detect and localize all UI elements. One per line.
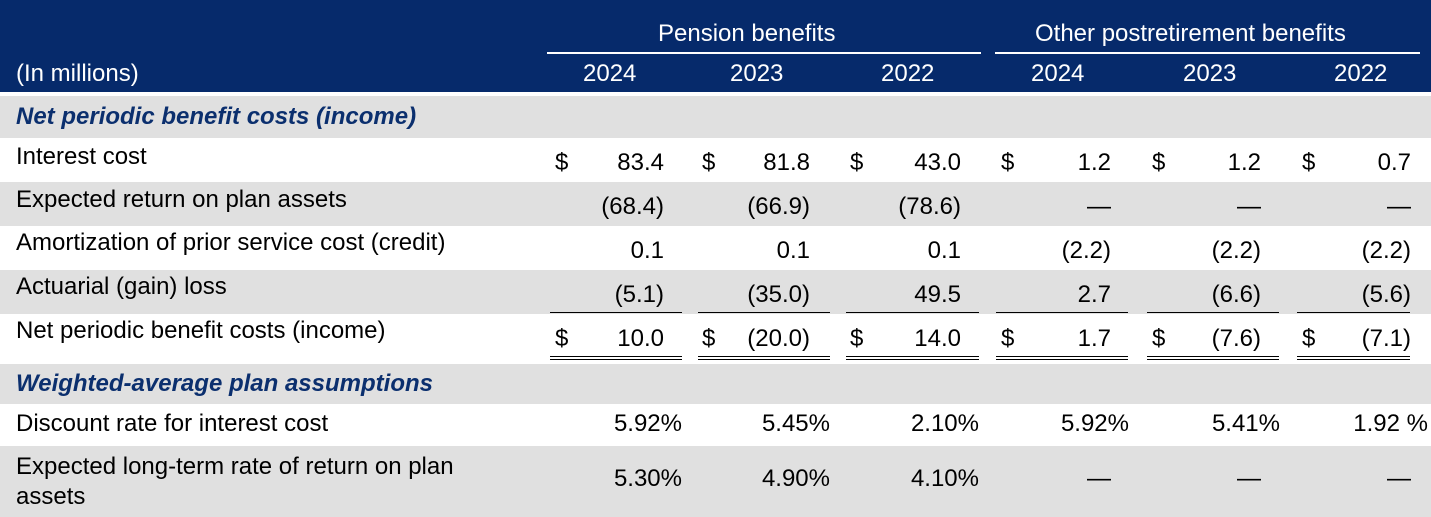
- value-cell: 1.2: [1227, 149, 1261, 176]
- value-cell: 43.0: [914, 149, 961, 176]
- currency-symbol: $: [850, 149, 864, 176]
- value-cell: 5.92%: [613, 410, 682, 437]
- table-row: Actuarial (gain) loss (5.1) (35.0) 49.5 …: [0, 270, 1431, 314]
- value-cell: 83.4: [617, 149, 664, 176]
- value-cell: —: [1387, 193, 1411, 220]
- table-row: Expected return on plan assets (68.4) (6…: [0, 182, 1431, 226]
- value-cell: 0.1: [927, 237, 961, 264]
- currency-symbol: $: [850, 325, 864, 352]
- value-cell: —: [1387, 465, 1411, 492]
- value-cell: 49.5: [914, 281, 961, 308]
- group-rule-pension: [547, 52, 981, 54]
- value-cell: (78.6): [898, 193, 961, 220]
- value-cell: 14.0: [914, 325, 961, 352]
- value-cell: 0.7: [1377, 149, 1411, 176]
- value-cell: (35.0): [747, 281, 810, 308]
- value-cell: (68.4): [601, 193, 664, 220]
- subtotal-underline: [698, 312, 830, 313]
- currency-symbol: $: [555, 325, 569, 352]
- total-double-underline: [996, 356, 1128, 360]
- value-cell: 10.0: [617, 325, 664, 352]
- year-header: 2024: [583, 60, 637, 87]
- total-double-underline: [550, 356, 682, 360]
- currency-symbol: $: [1001, 325, 1015, 352]
- units-label: (In millions): [16, 60, 139, 87]
- table-header: Pension benefits Other postretirement be…: [0, 0, 1431, 92]
- section-header: Net periodic benefit costs (income): [0, 96, 1431, 138]
- value-cell: —: [1087, 193, 1111, 220]
- value-cell: (2.2): [1061, 237, 1111, 264]
- table-row-total: Net periodic benefit costs (income) $ 10…: [0, 314, 1431, 364]
- value-cell: 5.41%: [1211, 410, 1280, 437]
- value-cell: (5.1): [614, 281, 664, 308]
- group-rule-other: [995, 52, 1420, 54]
- currency-symbol: $: [702, 149, 716, 176]
- currency-symbol: $: [555, 149, 569, 176]
- total-double-underline: [698, 356, 830, 360]
- row-label: Interest cost: [16, 143, 147, 170]
- value-cell: —: [1237, 465, 1261, 492]
- value-cell: 0.1: [630, 237, 664, 264]
- total-double-underline: [1297, 356, 1410, 360]
- value-cell: (7.6): [1211, 325, 1261, 352]
- total-double-underline: [1147, 356, 1279, 360]
- value-cell: (2.2): [1361, 237, 1411, 264]
- total-double-underline: [846, 356, 979, 360]
- section-header: Weighted-average plan assumptions: [0, 364, 1431, 404]
- value-cell: 4.10%: [910, 465, 979, 492]
- value-cell: (6.6): [1211, 281, 1261, 308]
- row-label-line: Expected long-term rate of return on pla…: [16, 453, 454, 480]
- value-cell: (66.9): [747, 193, 810, 220]
- year-header: 2023: [730, 60, 784, 87]
- value-cell: 2.7: [1077, 281, 1111, 308]
- value-cell: (20.0): [747, 325, 810, 352]
- year-header: 2024: [1031, 60, 1085, 87]
- value-cell: 1.2: [1077, 149, 1111, 176]
- value-cell: 1.92 %: [1353, 410, 1428, 437]
- year-header: 2023: [1183, 60, 1237, 87]
- value-cell: (5.6): [1361, 281, 1411, 308]
- row-label: Actuarial (gain) loss: [16, 273, 227, 300]
- value-cell: 2.10%: [910, 410, 979, 437]
- row-label: Expected return on plan assets: [16, 186, 347, 213]
- table-row: Expected long-term rate of return on pla…: [0, 446, 1431, 517]
- currency-symbol: $: [1302, 149, 1316, 176]
- year-header: 2022: [881, 60, 935, 87]
- table-row: Amortization of prior service cost (cred…: [0, 226, 1431, 270]
- section-title: Net periodic benefit costs (income): [16, 103, 417, 130]
- value-cell: 4.90%: [761, 465, 830, 492]
- value-cell: 5.92%: [1060, 410, 1129, 437]
- row-label: Discount rate for interest cost: [16, 410, 329, 437]
- subtotal-underline: [1147, 312, 1279, 313]
- value-cell: 81.8: [763, 149, 810, 176]
- row-label: Net periodic benefit costs (income): [16, 317, 386, 344]
- value-cell: (7.1): [1361, 325, 1411, 352]
- row-label: Amortization of prior service cost (cred…: [16, 229, 446, 256]
- group-header-other: Other postretirement benefits: [1035, 20, 1346, 47]
- table-row: Discount rate for interest cost 5.92% 5.…: [0, 404, 1431, 446]
- value-cell: —: [1087, 465, 1111, 492]
- currency-symbol: $: [1302, 325, 1316, 352]
- row-label-line: assets: [16, 483, 86, 510]
- value-cell: —: [1237, 193, 1261, 220]
- table-row: Interest cost $ 83.4 $ 81.8 $ 43.0 $ 1.2…: [0, 140, 1431, 182]
- subtotal-underline: [550, 312, 682, 313]
- currency-symbol: $: [1152, 149, 1166, 176]
- subtotal-underline: [996, 312, 1128, 313]
- year-header: 2022: [1334, 60, 1388, 87]
- currency-symbol: $: [1001, 149, 1015, 176]
- currency-symbol: $: [702, 325, 716, 352]
- value-cell: (2.2): [1211, 237, 1261, 264]
- currency-symbol: $: [1152, 325, 1166, 352]
- value-cell: 1.7: [1077, 325, 1111, 352]
- section-title: Weighted-average plan assumptions: [16, 370, 433, 397]
- subtotal-underline: [846, 312, 979, 313]
- group-header-pension: Pension benefits: [658, 20, 836, 47]
- row-label: Expected long-term rate of return on pla…: [16, 452, 454, 512]
- value-cell: 0.1: [776, 237, 810, 264]
- subtotal-underline: [1297, 312, 1410, 313]
- value-cell: 5.30%: [613, 465, 682, 492]
- value-cell: 5.45%: [761, 410, 830, 437]
